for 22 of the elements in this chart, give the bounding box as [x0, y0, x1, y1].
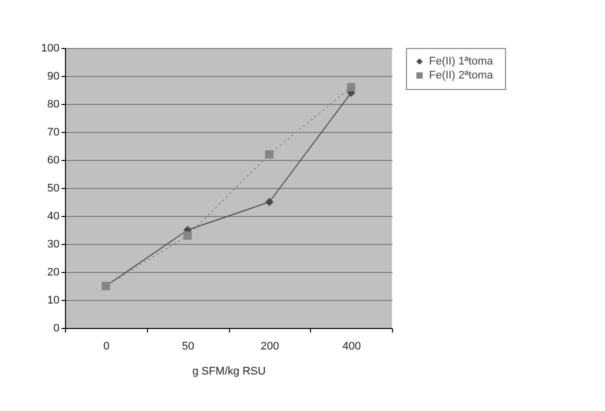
y-tick-label: 10: [47, 294, 60, 306]
y-tick-label: 0: [53, 322, 60, 334]
x-tick-label: 400: [342, 340, 361, 352]
point: [265, 198, 274, 206]
y-tick-label: 60: [47, 154, 60, 166]
y-tick-label: 80: [47, 98, 60, 110]
point: [346, 83, 356, 92]
x-axis-title: g SFM/kg RSU: [192, 366, 266, 378]
x-tick-label: 200: [260, 340, 280, 352]
point: [183, 231, 192, 240]
y-tick-label: 20: [47, 266, 60, 278]
y-tick-label: 90: [47, 70, 60, 82]
x-tick-label: 50: [182, 340, 194, 352]
y-tick-label: 30: [47, 238, 60, 250]
point: [265, 150, 274, 159]
x-tick-label: 0: [103, 340, 110, 352]
y-tick-label: 100: [41, 42, 60, 54]
legend-label: Fe(II) 1ªtoma: [429, 56, 494, 68]
y-tick-label: 50: [47, 182, 60, 194]
legend-label: Fe(II) 2ªtoma: [429, 70, 494, 82]
y-tick-label: 70: [47, 126, 60, 138]
y-tick-label: 40: [47, 210, 60, 222]
